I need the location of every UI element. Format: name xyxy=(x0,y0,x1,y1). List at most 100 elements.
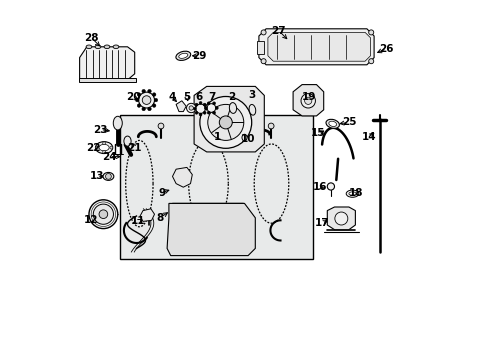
Circle shape xyxy=(189,106,193,110)
Text: 22: 22 xyxy=(86,143,101,153)
Polygon shape xyxy=(258,29,373,65)
Polygon shape xyxy=(172,167,192,187)
Ellipse shape xyxy=(95,142,113,153)
Text: 6: 6 xyxy=(196,92,203,102)
Circle shape xyxy=(93,204,113,224)
Circle shape xyxy=(110,146,113,149)
Ellipse shape xyxy=(123,136,131,146)
Circle shape xyxy=(193,107,196,110)
Circle shape xyxy=(301,94,315,108)
Text: 23: 23 xyxy=(93,125,107,135)
Circle shape xyxy=(102,150,105,153)
Circle shape xyxy=(195,111,198,114)
Polygon shape xyxy=(194,86,264,152)
Text: 17: 17 xyxy=(314,218,328,228)
Text: 29: 29 xyxy=(192,51,206,61)
Circle shape xyxy=(219,116,232,129)
Text: 5: 5 xyxy=(183,92,190,102)
Circle shape xyxy=(102,142,105,145)
Circle shape xyxy=(304,97,311,104)
Text: 13: 13 xyxy=(89,171,104,181)
Ellipse shape xyxy=(86,45,92,49)
Circle shape xyxy=(147,107,151,111)
Ellipse shape xyxy=(95,45,101,49)
Text: 3: 3 xyxy=(247,90,255,100)
Circle shape xyxy=(207,102,210,105)
Ellipse shape xyxy=(103,172,114,180)
Circle shape xyxy=(154,98,158,102)
Text: 19: 19 xyxy=(302,92,316,102)
Circle shape xyxy=(368,59,373,64)
Circle shape xyxy=(195,103,198,106)
Ellipse shape xyxy=(229,103,236,113)
Text: 21: 21 xyxy=(127,143,142,153)
Polygon shape xyxy=(292,85,323,116)
Bar xyxy=(79,78,136,82)
Polygon shape xyxy=(80,47,134,81)
Text: 27: 27 xyxy=(271,26,285,36)
Circle shape xyxy=(199,102,202,104)
Circle shape xyxy=(147,89,151,93)
Text: 26: 26 xyxy=(379,44,393,54)
Text: 11: 11 xyxy=(131,216,145,226)
Polygon shape xyxy=(176,101,186,112)
Circle shape xyxy=(158,123,163,129)
Ellipse shape xyxy=(325,119,339,129)
Polygon shape xyxy=(267,32,370,61)
Polygon shape xyxy=(326,207,355,230)
Ellipse shape xyxy=(99,144,109,151)
Circle shape xyxy=(207,111,210,114)
Text: 7: 7 xyxy=(208,92,215,102)
Circle shape xyxy=(206,104,215,112)
Circle shape xyxy=(203,111,205,114)
Ellipse shape xyxy=(328,121,336,126)
Circle shape xyxy=(142,107,145,111)
Text: 14: 14 xyxy=(361,132,375,142)
Circle shape xyxy=(368,30,373,35)
Circle shape xyxy=(204,107,207,110)
Text: 2: 2 xyxy=(228,92,235,102)
Text: 16: 16 xyxy=(312,182,326,192)
Text: 28: 28 xyxy=(84,33,99,43)
Text: 9: 9 xyxy=(158,188,165,198)
Text: 4: 4 xyxy=(168,92,176,102)
Circle shape xyxy=(152,93,156,96)
Circle shape xyxy=(215,107,218,109)
Ellipse shape xyxy=(242,134,246,141)
Ellipse shape xyxy=(248,104,255,115)
Circle shape xyxy=(105,174,111,179)
Circle shape xyxy=(199,113,202,116)
Circle shape xyxy=(268,123,273,129)
Circle shape xyxy=(135,98,139,102)
Polygon shape xyxy=(167,203,255,256)
Circle shape xyxy=(326,183,334,190)
Circle shape xyxy=(186,103,196,113)
Circle shape xyxy=(137,93,141,96)
Text: 24: 24 xyxy=(102,152,117,162)
Circle shape xyxy=(207,104,244,140)
Ellipse shape xyxy=(346,190,358,197)
Ellipse shape xyxy=(348,192,355,195)
Text: 8: 8 xyxy=(156,213,163,223)
Ellipse shape xyxy=(179,53,187,58)
Text: 1: 1 xyxy=(213,132,221,142)
Bar xyxy=(120,115,312,259)
Circle shape xyxy=(203,103,205,106)
Circle shape xyxy=(152,104,156,107)
Circle shape xyxy=(334,212,347,225)
Circle shape xyxy=(89,200,118,229)
Text: 25: 25 xyxy=(341,117,355,127)
Circle shape xyxy=(99,210,107,219)
Circle shape xyxy=(204,107,207,109)
Circle shape xyxy=(142,96,151,104)
Bar xyxy=(257,41,263,54)
Polygon shape xyxy=(140,209,154,221)
Text: 20: 20 xyxy=(125,92,140,102)
Circle shape xyxy=(137,104,141,107)
Circle shape xyxy=(212,102,215,105)
Ellipse shape xyxy=(104,45,110,49)
Circle shape xyxy=(95,146,98,149)
Ellipse shape xyxy=(113,45,119,49)
Circle shape xyxy=(139,92,154,108)
Circle shape xyxy=(142,89,145,93)
